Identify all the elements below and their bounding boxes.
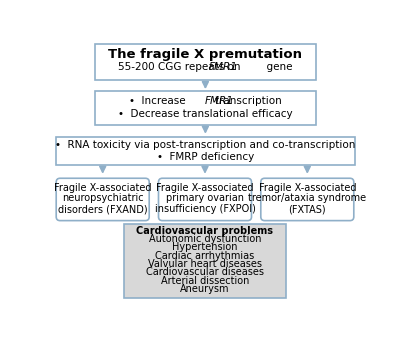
Bar: [95, 91, 316, 125]
Text: Valvular heart diseases: Valvular heart diseases: [148, 259, 262, 269]
Text: Aneurysm: Aneurysm: [180, 284, 230, 294]
Text: insufficiency (FXPOI): insufficiency (FXPOI): [154, 204, 256, 214]
Text: primary ovarian: primary ovarian: [166, 193, 244, 203]
Text: Autonomic dysfunction: Autonomic dysfunction: [149, 234, 261, 244]
Text: Fragile X-associated: Fragile X-associated: [54, 183, 152, 192]
Text: Fragile X-associated: Fragile X-associated: [156, 183, 254, 192]
Bar: [56, 137, 354, 165]
Text: •  RNA toxicity via post-transcription and co-transcription: • RNA toxicity via post-transcription an…: [55, 140, 356, 150]
FancyBboxPatch shape: [158, 178, 252, 221]
Text: Hypertension: Hypertension: [172, 242, 238, 252]
FancyBboxPatch shape: [56, 178, 149, 221]
Text: FMR1: FMR1: [205, 96, 234, 106]
Text: 55-200 CGG repeats on        gene: 55-200 CGG repeats on gene: [118, 62, 293, 72]
Text: The fragile X premutation: The fragile X premutation: [108, 48, 302, 61]
Text: Cardiovascular diseases: Cardiovascular diseases: [146, 268, 264, 277]
Bar: [124, 224, 286, 298]
Text: FMR1: FMR1: [209, 62, 238, 72]
Text: tremor/ataxia syndrome: tremor/ataxia syndrome: [248, 193, 366, 203]
Text: •  FMRP deficiency: • FMRP deficiency: [157, 152, 254, 162]
Text: Fragile X-associated: Fragile X-associated: [258, 183, 356, 192]
FancyBboxPatch shape: [261, 178, 354, 221]
Text: (FXTAS): (FXTAS): [288, 204, 326, 214]
Text: •  Increase         transcription: • Increase transcription: [129, 96, 282, 106]
Text: Cardiac arrhythmias: Cardiac arrhythmias: [155, 251, 255, 261]
Text: disorders (FXAND): disorders (FXAND): [58, 204, 148, 214]
Text: neuropsychiatric: neuropsychiatric: [62, 193, 144, 203]
Text: Cardiovascular problems: Cardiovascular problems: [136, 226, 274, 236]
Bar: [95, 43, 316, 81]
Text: •  Decrease translational efficacy: • Decrease translational efficacy: [118, 109, 293, 119]
Text: Arterial dissection: Arterial dissection: [161, 276, 249, 286]
